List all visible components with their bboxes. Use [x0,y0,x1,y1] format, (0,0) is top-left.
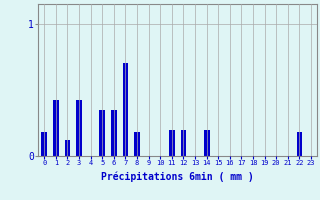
Bar [297,132,302,156]
Bar [204,130,210,156]
Bar [65,140,70,156]
Bar [99,110,105,156]
Bar [53,100,59,156]
Bar [76,100,82,156]
Bar [41,132,47,156]
Bar [180,130,186,156]
Bar [111,110,117,156]
X-axis label: Précipitations 6min ( mm ): Précipitations 6min ( mm ) [101,172,254,182]
Bar [134,132,140,156]
Bar [169,130,175,156]
Bar [123,63,128,156]
